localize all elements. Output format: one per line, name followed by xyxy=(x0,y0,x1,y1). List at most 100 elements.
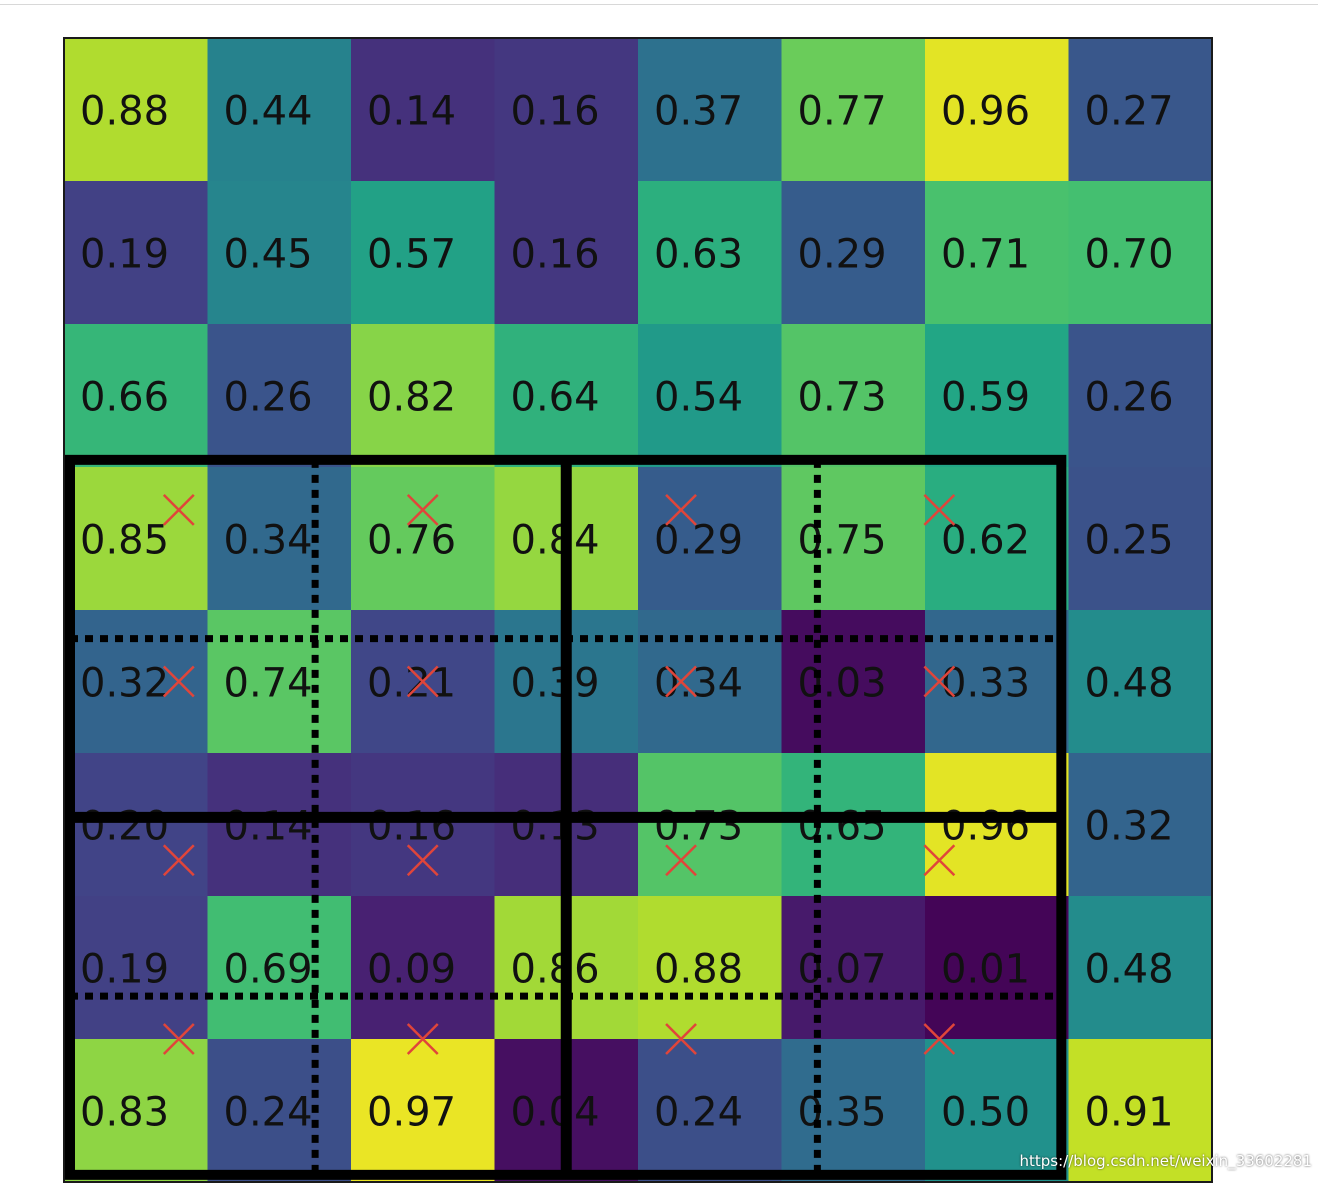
heatmap-cell-r7-c2 xyxy=(351,1039,496,1183)
cell-value-label-r2-c5: 0.73 xyxy=(798,375,887,421)
cell-value-label-r2-c1: 0.26 xyxy=(224,375,313,421)
heatmap-cell-r3-c4 xyxy=(638,467,783,611)
cell-value-label-r3-c5: 0.75 xyxy=(798,518,887,564)
heatmap-cell-r5-c6 xyxy=(925,753,1070,897)
cell-value-label-r7-c4: 0.24 xyxy=(654,1090,743,1136)
heatmap-cell-r0-c3 xyxy=(494,38,639,182)
heatmap-cell-r3-c1 xyxy=(207,467,352,611)
heatmap-cell-r2-c5 xyxy=(781,324,926,468)
cell-value-label-r0-c2: 0.14 xyxy=(367,89,456,135)
heatmap-cell-r0-c4 xyxy=(638,38,783,182)
sampling-point-marker-12 xyxy=(162,1023,195,1055)
heatmap-cell-r5-c4 xyxy=(638,753,783,897)
cell-value-label-r7-c0: 0.83 xyxy=(80,1090,169,1136)
heatmap-cell-r4-c4 xyxy=(638,610,783,754)
cell-value-label-r1-c2: 0.57 xyxy=(367,232,456,278)
cell-value-label-r1-c5: 0.29 xyxy=(798,232,887,278)
heatmap-cell-r2-c0 xyxy=(64,324,209,468)
cell-value-label-r6-c3: 0.86 xyxy=(511,947,600,993)
cell-value-label-r3-c0: 0.85 xyxy=(80,518,169,564)
heatmap-cell-r7-c4 xyxy=(638,1039,783,1183)
cell-value-label-r4-c3: 0.39 xyxy=(511,661,600,707)
heatmap-cell-r4-c0 xyxy=(64,610,209,754)
sampling-point-marker-7 xyxy=(923,665,956,698)
heatmap-cell-r5-c5 xyxy=(781,753,926,897)
heatmap-cell-r7-c5 xyxy=(781,1039,926,1183)
sampling-point-marker-11 xyxy=(923,844,956,877)
sampling-point-marker-2 xyxy=(665,494,697,526)
heatmap-cells xyxy=(64,38,1213,1183)
heatmap-cell-r6-c4 xyxy=(638,896,783,1040)
heatmap-cell-r2-c1 xyxy=(207,324,352,468)
heatmap-cell-r4-c5 xyxy=(781,610,926,754)
cell-value-label-r2-c7: 0.26 xyxy=(1085,375,1174,421)
heatmap-cell-r3-c7 xyxy=(1068,467,1213,611)
heatmap-cell-r1-c0 xyxy=(64,181,209,325)
cell-value-label-r7-c5: 0.35 xyxy=(798,1090,887,1136)
heatmap-cell-r7-c1 xyxy=(207,1039,352,1183)
cell-value-label-r4-c0: 0.32 xyxy=(80,661,169,707)
cell-value-label-r7-c2: 0.97 xyxy=(367,1090,456,1136)
heatmap-cell-r1-c4 xyxy=(638,181,783,325)
cell-value-label-r3-c7: 0.25 xyxy=(1085,518,1174,564)
cell-value-label-r2-c6: 0.59 xyxy=(941,375,1030,421)
cell-value-label-r2-c4: 0.54 xyxy=(654,375,743,421)
heatmap-value-labels: 0.88 0.44 0.14 0.16 0.37 0.77 0.96 0.27 0.19 0.45… xyxy=(80,89,1174,1136)
heatmap-cell-r0-c6 xyxy=(925,38,1070,182)
cell-value-label-r0-c7: 0.27 xyxy=(1085,89,1174,135)
cell-value-label-r5-c3: 0.13 xyxy=(511,804,600,850)
cell-value-label-r0-c4: 0.37 xyxy=(654,89,743,135)
watermark: https://blog.csdn.net/weixin_33602281 xyxy=(1019,1152,1312,1170)
heatmap-cell-r4-c7 xyxy=(1068,610,1213,754)
cell-value-label-r0-c1: 0.44 xyxy=(224,89,313,135)
top-divider xyxy=(0,4,1318,5)
cell-value-label-r6-c7: 0.48 xyxy=(1085,947,1174,993)
heatmap-cell-r1-c7 xyxy=(1068,181,1213,325)
heatmap-cell-r6-c1 xyxy=(207,896,352,1040)
cell-value-label-r6-c6: 0.01 xyxy=(941,947,1030,993)
heatmap-cell-r3-c2 xyxy=(351,467,496,611)
heatmap-cell-r7-c7 xyxy=(1068,1039,1213,1183)
cell-value-label-r6-c0: 0.19 xyxy=(80,947,169,993)
cell-value-label-r0-c6: 0.96 xyxy=(941,89,1030,135)
cell-value-label-r4-c5: 0.03 xyxy=(798,661,887,707)
cell-value-label-r0-c3: 0.16 xyxy=(511,89,600,135)
cell-value-label-r1-c6: 0.71 xyxy=(941,232,1030,278)
cell-value-label-r2-c0: 0.66 xyxy=(80,375,169,421)
cell-value-label-r7-c3: 0.04 xyxy=(511,1090,600,1136)
heatmap-cell-r2-c2 xyxy=(351,324,496,468)
heatmap-cell-r1-c2 xyxy=(351,181,496,325)
cell-value-label-r5-c5: 0.65 xyxy=(798,804,887,850)
cell-value-label-r5-c0: 0.20 xyxy=(80,804,169,850)
roi-outer-box xyxy=(65,454,1067,1180)
cell-value-label-r0-c5: 0.77 xyxy=(798,89,887,135)
sampling-point-marker-15 xyxy=(923,1023,956,1055)
cell-value-label-r5-c6: 0.96 xyxy=(941,804,1030,850)
cell-value-label-r2-c3: 0.64 xyxy=(511,375,600,421)
cell-value-label-r3-c4: 0.29 xyxy=(654,518,743,564)
cell-value-label-r5-c1: 0.14 xyxy=(224,804,313,850)
heatmap-cell-r2-c3 xyxy=(494,324,639,468)
heatmap-cell-r2-c4 xyxy=(638,324,783,468)
heatmap-cell-r6-c6 xyxy=(925,896,1070,1040)
heatmap-cell-r6-c0 xyxy=(64,896,209,1040)
cell-value-label-r6-c1: 0.69 xyxy=(224,947,313,993)
heatmap-cell-r3-c0 xyxy=(64,467,209,611)
heatmap-cell-r1-c5 xyxy=(781,181,926,325)
cell-value-label-r7-c6: 0.50 xyxy=(941,1090,1030,1136)
plot-frame xyxy=(63,37,1213,1183)
heatmap-cell-r5-c7 xyxy=(1068,753,1213,897)
cell-value-label-r4-c6: 0.33 xyxy=(941,661,1030,707)
heatmap-cell-r1-c1 xyxy=(207,181,352,325)
heatmap-cell-r4-c1 xyxy=(207,610,352,754)
cell-value-label-r4-c7: 0.48 xyxy=(1085,661,1174,707)
cell-value-label-r3-c2: 0.76 xyxy=(367,518,456,564)
sampling-point-marker-9 xyxy=(406,844,439,877)
cell-value-label-r4-c2: 0.21 xyxy=(367,661,456,707)
heatmap-cell-r0-c1 xyxy=(207,38,352,182)
heatmap-cell-r6-c7 xyxy=(1068,896,1213,1040)
sampling-point-marker-8 xyxy=(162,844,195,877)
heatmap-cell-r4-c6 xyxy=(925,610,1070,754)
sampling-point-marker-3 xyxy=(923,494,956,526)
cell-value-label-r6-c2: 0.09 xyxy=(367,947,456,993)
